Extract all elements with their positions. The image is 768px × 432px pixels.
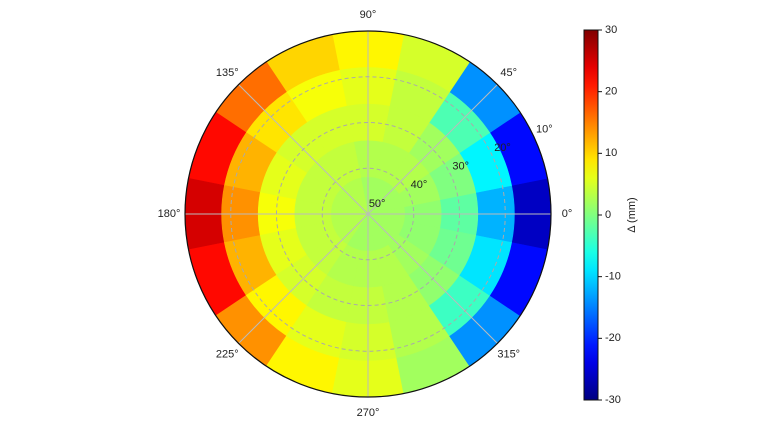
colorbar-tick-label: 10 xyxy=(605,147,617,159)
angular-grid-line xyxy=(238,213,369,344)
angular-tick-label: 315° xyxy=(497,349,520,361)
colorbar-tick-label: -10 xyxy=(605,271,621,283)
radial-grid-line xyxy=(276,122,460,306)
colorbar xyxy=(583,29,599,401)
polar-frame xyxy=(184,30,552,398)
colorbar-tick-label: 0 xyxy=(605,209,611,221)
angular-tick-label: 270° xyxy=(357,407,380,419)
radial-tick-label: 20° xyxy=(494,142,511,154)
colorbar-tick-label: 20 xyxy=(605,86,617,98)
heat-cell xyxy=(367,213,405,235)
colorbar-tick-label: 30 xyxy=(605,24,617,36)
angular-tick-label: 0° xyxy=(562,208,573,220)
radial-tick-label: 50° xyxy=(369,198,386,210)
angular-grid-line xyxy=(367,84,498,215)
radial-grid-line xyxy=(230,76,506,352)
colorbar-tick-label: -30 xyxy=(605,394,621,406)
radial-grid-line xyxy=(321,167,415,261)
angular-tick-label: 45° xyxy=(500,67,517,79)
angular-tick-label: 90° xyxy=(360,9,377,21)
radial-tick-label: 10° xyxy=(536,123,553,135)
colorbar-label: Δ (mm) xyxy=(626,197,638,232)
angular-tick-label: 180° xyxy=(158,208,181,220)
colorbar-tick-label: -20 xyxy=(605,332,621,344)
radial-tick-label: 40° xyxy=(411,179,428,191)
angular-tick-label: 135° xyxy=(216,67,239,79)
angular-tick-label: 225° xyxy=(216,349,239,361)
radial-tick-label: 30° xyxy=(452,161,469,173)
